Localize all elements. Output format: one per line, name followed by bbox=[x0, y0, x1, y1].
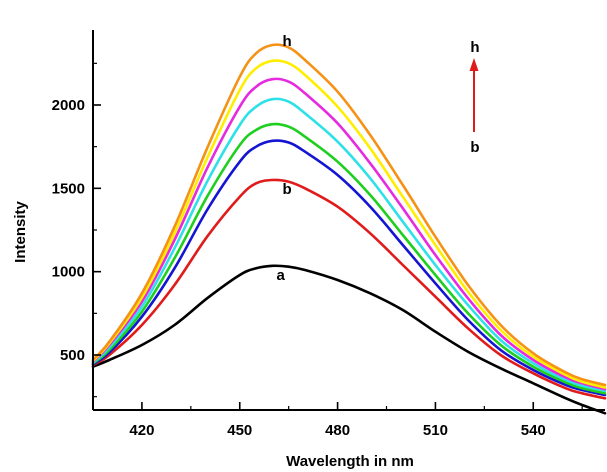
series-line-2 bbox=[91, 178, 607, 400]
x-tick-label: 420 bbox=[129, 422, 154, 439]
series-line-3 bbox=[91, 139, 607, 397]
curve-label-b: b bbox=[283, 181, 292, 198]
y-ticks-group: 500 1000 1500 2000 bbox=[52, 62, 101, 398]
y-tick-label: 1500 bbox=[52, 180, 85, 197]
x-tick-label: 510 bbox=[423, 422, 448, 439]
series-line-1 bbox=[91, 264, 607, 415]
y-tick-label: 2000 bbox=[52, 97, 85, 114]
series-line-5 bbox=[91, 97, 607, 393]
curve-label-h: h bbox=[283, 33, 292, 50]
curve-labels-group: a b h bbox=[276, 33, 291, 284]
annotation-arrow-head bbox=[469, 58, 479, 71]
x-tick-label: 450 bbox=[227, 422, 252, 439]
y-tick-label: 500 bbox=[60, 347, 85, 364]
trend-annotation: h b bbox=[469, 39, 480, 156]
x-axis-title: Wavelength in nm bbox=[286, 453, 414, 470]
x-tick-label: 540 bbox=[521, 422, 546, 439]
curves-group bbox=[91, 43, 607, 415]
annotation-top-label: h bbox=[470, 39, 479, 56]
x-ticks-group: 420 450 480 510 540 bbox=[92, 402, 583, 439]
series-line-7 bbox=[91, 59, 607, 389]
curve-label-a: a bbox=[276, 267, 285, 284]
x-tick-label: 480 bbox=[325, 422, 350, 439]
series-line-4 bbox=[91, 122, 607, 395]
series-line-8 bbox=[91, 43, 607, 387]
y-tick-label: 1000 bbox=[52, 264, 85, 281]
series-line-6 bbox=[91, 77, 607, 391]
annotation-bottom-label: b bbox=[470, 139, 479, 156]
y-axis-title: Intensity bbox=[12, 201, 29, 263]
